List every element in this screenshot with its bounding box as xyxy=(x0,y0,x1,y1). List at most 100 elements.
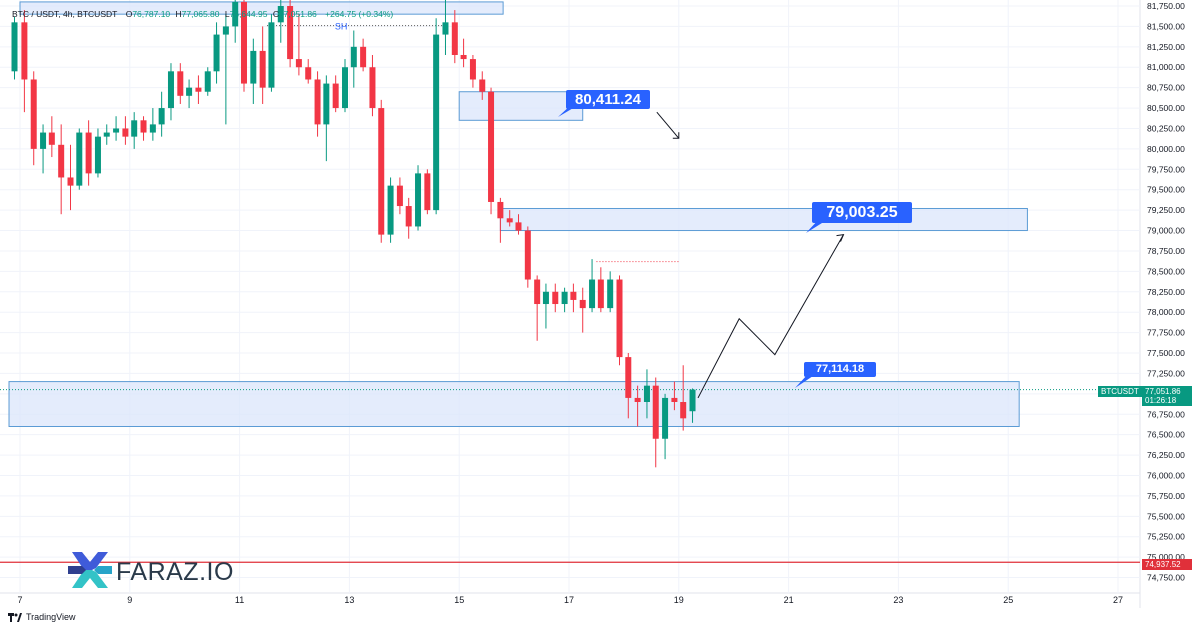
candle-body xyxy=(277,6,284,23)
candle-body xyxy=(643,385,650,403)
open-key: O xyxy=(125,9,133,19)
candle-body xyxy=(122,128,129,137)
x-tick-label: 21 xyxy=(784,595,794,605)
y-tick-label: 75,000.00 xyxy=(1147,552,1185,562)
x-tick-label: 27 xyxy=(1113,595,1123,605)
candle-body xyxy=(524,230,531,280)
candle-body xyxy=(442,22,449,35)
y-tick-label: 80,500.00 xyxy=(1147,103,1185,113)
candle-body xyxy=(589,279,596,309)
y-tick-label: 81,250.00 xyxy=(1147,42,1185,52)
candle-body xyxy=(140,120,147,133)
candle-body xyxy=(85,132,92,174)
candle-body xyxy=(689,389,696,412)
zone-rect xyxy=(499,207,1028,232)
y-tick-label: 77,500.00 xyxy=(1147,348,1185,358)
candle-body xyxy=(387,185,394,235)
candle-body xyxy=(405,206,412,227)
callout-3-tail xyxy=(795,374,816,388)
y-tick-label: 76,500.00 xyxy=(1147,430,1185,440)
x-tick-label: 23 xyxy=(893,595,903,605)
callout-80411[interactable]: 80,411.24 xyxy=(566,90,650,109)
candle-body xyxy=(21,22,28,80)
candle-body xyxy=(469,59,476,80)
candle-body xyxy=(232,1,239,27)
x-axis: 7 9 11 13 15 17 19 21 23 25 27 xyxy=(17,595,1123,605)
callout-77114[interactable]: 77,114.18 xyxy=(804,362,876,377)
candle-body xyxy=(350,46,357,68)
candle-body xyxy=(342,67,349,109)
high-value: 77,065.80 xyxy=(181,9,220,19)
red-line-price-tag: 74,937.52 xyxy=(1142,559,1192,570)
candle-body xyxy=(113,128,120,133)
y-tick-label: 79,250.00 xyxy=(1147,205,1185,215)
candle-body xyxy=(424,173,431,211)
candle-body xyxy=(488,91,495,202)
x-tick-label: 19 xyxy=(674,595,684,605)
swing-high-label: SH xyxy=(335,22,348,32)
candle-body xyxy=(250,50,257,84)
candle-body xyxy=(149,124,156,133)
candle-body xyxy=(305,67,312,80)
candle-body xyxy=(240,1,247,84)
y-tick-label: 81,000.00 xyxy=(1147,62,1185,72)
y-tick-label: 78,750.00 xyxy=(1147,246,1185,256)
y-tick-label: 76,250.00 xyxy=(1147,450,1185,460)
candle-body xyxy=(11,22,18,72)
y-tick-label: 80,250.00 xyxy=(1147,123,1185,133)
current-price-value: 77,051.86 xyxy=(1145,387,1181,396)
close-key: C xyxy=(272,9,279,19)
callout-79003[interactable]: 79,003.25 xyxy=(812,202,912,223)
candle-body xyxy=(497,201,504,219)
faraz-logo-icon xyxy=(68,552,112,588)
candle-body xyxy=(268,22,275,88)
candle-body xyxy=(597,279,604,309)
x-tick-label: 7 xyxy=(17,595,22,605)
x-tick-label: 25 xyxy=(1003,595,1013,605)
candle-body xyxy=(204,71,211,92)
y-axis: 81,750.00 81,500.00 81,250.00 81,000.00 80,7… xyxy=(1147,1,1185,583)
candle-body xyxy=(94,136,101,174)
current-price-tag: 77,051.86 01:26:18 xyxy=(1142,386,1192,406)
y-tick-label: 76,750.00 xyxy=(1147,409,1185,419)
candle-body xyxy=(506,218,513,223)
candle-body xyxy=(378,108,385,235)
candle-body xyxy=(167,71,174,109)
candle-body xyxy=(369,67,376,109)
y-tick-label: 79,000.00 xyxy=(1147,226,1185,236)
y-tick-label: 75,750.00 xyxy=(1147,491,1185,501)
candle-body xyxy=(58,144,65,178)
x-tick-label: 11 xyxy=(235,595,244,605)
high-key: H xyxy=(175,9,182,19)
y-tick-label: 81,500.00 xyxy=(1147,21,1185,31)
projection-path xyxy=(697,234,844,399)
candle-body xyxy=(552,291,559,305)
candle-body xyxy=(287,6,294,60)
candle-body xyxy=(561,291,568,305)
candle-body xyxy=(479,79,486,92)
y-tick-label: 75,500.00 xyxy=(1147,511,1185,521)
zone-rect xyxy=(458,91,584,121)
candle-body xyxy=(213,34,220,72)
tradingview-footer[interactable]: TradingView xyxy=(8,612,76,622)
x-tick-label: 9 xyxy=(127,595,132,605)
candle-body xyxy=(671,397,678,403)
candle-body xyxy=(396,185,403,207)
x-tick-label: 15 xyxy=(454,595,464,605)
candle-body xyxy=(48,132,55,145)
y-tick-label: 78,500.00 xyxy=(1147,266,1185,276)
y-tick-label: 80,000.00 xyxy=(1147,144,1185,154)
candle-body xyxy=(534,279,541,305)
candle-body xyxy=(542,291,549,305)
x-tick-label: 13 xyxy=(344,595,354,605)
candle-body xyxy=(616,279,623,358)
candle-body xyxy=(314,79,321,125)
low-value: 76,644.95 xyxy=(229,9,268,19)
y-tick-label: 74,750.00 xyxy=(1147,573,1185,583)
candle-body xyxy=(295,59,302,68)
logo-text: FARAZ.IO xyxy=(116,558,234,586)
countdown-value: 01:26:18 xyxy=(1145,396,1177,405)
y-tick-label: 79,500.00 xyxy=(1147,185,1185,195)
candle-body xyxy=(186,87,193,96)
